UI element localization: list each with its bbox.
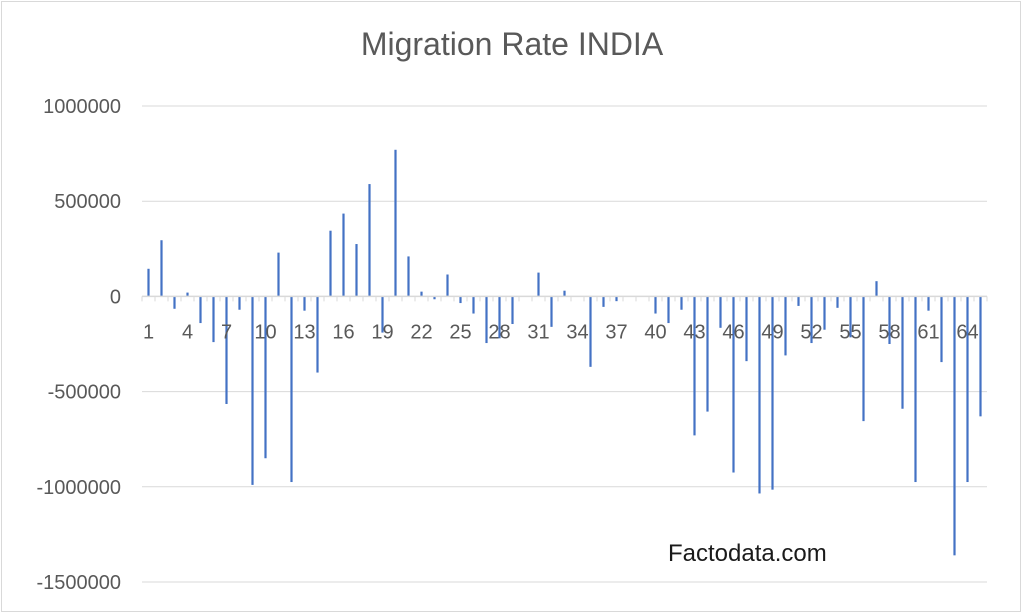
bar bbox=[303, 296, 306, 311]
bar bbox=[875, 281, 878, 297]
x-tick-label: 28 bbox=[488, 321, 510, 343]
x-tick-label: 58 bbox=[878, 321, 900, 343]
y-tick-label: -1000000 bbox=[36, 477, 121, 499]
bar bbox=[888, 296, 891, 344]
bar bbox=[797, 296, 800, 306]
bar bbox=[511, 296, 514, 325]
bar bbox=[810, 296, 813, 344]
x-tick-label: 1 bbox=[143, 321, 154, 343]
bar bbox=[186, 292, 189, 297]
bar bbox=[160, 240, 163, 297]
x-tick-label: 16 bbox=[332, 321, 354, 343]
bar bbox=[706, 296, 709, 412]
bar bbox=[732, 296, 735, 473]
bar bbox=[212, 296, 215, 343]
bar bbox=[615, 296, 618, 302]
bar bbox=[459, 296, 462, 304]
bar bbox=[277, 252, 280, 297]
bar bbox=[485, 296, 488, 344]
bar bbox=[771, 296, 774, 490]
bar bbox=[550, 296, 553, 327]
x-tick-label: 4 bbox=[182, 321, 193, 343]
x-tick-label: 13 bbox=[293, 321, 315, 343]
gridlines bbox=[142, 105, 987, 583]
bar bbox=[173, 296, 176, 309]
bar bbox=[784, 296, 787, 356]
x-tick-label: 37 bbox=[605, 321, 627, 343]
x-tick-label: 10 bbox=[254, 321, 276, 343]
x-tick-label: 19 bbox=[371, 321, 393, 343]
bar bbox=[914, 296, 917, 483]
bar bbox=[849, 296, 852, 338]
watermark-text: Factodata.com bbox=[668, 540, 827, 567]
x-tick-label: 25 bbox=[449, 321, 471, 343]
bar bbox=[225, 296, 228, 404]
x-tick-label: 55 bbox=[839, 321, 861, 343]
bar bbox=[342, 213, 345, 297]
bar bbox=[251, 296, 254, 485]
bar bbox=[667, 296, 670, 324]
bar bbox=[940, 296, 943, 363]
y-tick-label: 1000000 bbox=[43, 96, 121, 118]
x-tick-label: 64 bbox=[956, 321, 978, 343]
x-tick-label: 34 bbox=[566, 321, 588, 343]
bar bbox=[953, 296, 956, 556]
bar bbox=[836, 296, 839, 308]
bar bbox=[758, 296, 761, 494]
y-tick-label: -1500000 bbox=[36, 572, 121, 594]
y-tick-label: 500000 bbox=[54, 191, 121, 213]
bar bbox=[654, 296, 657, 314]
bar bbox=[498, 296, 501, 339]
bar bbox=[680, 296, 683, 310]
x-tick-label: 31 bbox=[527, 321, 549, 343]
bar bbox=[355, 244, 358, 297]
y-tick-label: 0 bbox=[110, 286, 121, 308]
bar bbox=[589, 296, 592, 367]
x-tick-label: 43 bbox=[683, 321, 705, 343]
bar bbox=[238, 296, 241, 310]
bar bbox=[433, 296, 436, 300]
x-tick-label: 61 bbox=[917, 321, 939, 343]
chart-title: Migration Rate INDIA bbox=[360, 26, 664, 62]
bars bbox=[147, 149, 982, 556]
x-tick-label: 22 bbox=[410, 321, 432, 343]
bar bbox=[264, 296, 267, 459]
bar bbox=[381, 296, 384, 333]
bar bbox=[316, 296, 319, 373]
bar bbox=[745, 296, 748, 362]
bar bbox=[979, 296, 982, 417]
bar bbox=[329, 230, 332, 297]
x-tick-label: 49 bbox=[761, 321, 783, 343]
bar bbox=[199, 296, 202, 324]
bar bbox=[472, 296, 475, 314]
bar bbox=[368, 184, 371, 297]
x-tick-label: 40 bbox=[644, 321, 666, 343]
bar bbox=[407, 256, 410, 297]
bar bbox=[420, 291, 423, 297]
x-tick-label: 7 bbox=[221, 321, 232, 343]
bar bbox=[966, 296, 969, 483]
x-tick-label: 46 bbox=[722, 321, 744, 343]
bar bbox=[901, 296, 904, 409]
bar bbox=[446, 274, 449, 297]
x-axis: 1 4 7 10 13 16 19 22 25 28 31 34 37 40 43 46 49 52 55 58 61 6… bbox=[141, 295, 988, 343]
bar bbox=[693, 296, 696, 436]
bar bbox=[537, 272, 540, 297]
y-axis-labels: 1000000 500000 0 -500000 -1000000 -1500000 bbox=[36, 96, 121, 594]
y-tick-label: -500000 bbox=[48, 382, 121, 404]
bar bbox=[563, 290, 566, 297]
bar bbox=[719, 296, 722, 328]
bar bbox=[823, 296, 826, 330]
bar bbox=[290, 296, 293, 483]
bar bbox=[602, 296, 605, 307]
bar bbox=[394, 149, 397, 297]
bar bbox=[927, 296, 930, 311]
bar bbox=[862, 296, 865, 422]
bar bbox=[147, 268, 150, 297]
x-tick-label: 52 bbox=[800, 321, 822, 343]
